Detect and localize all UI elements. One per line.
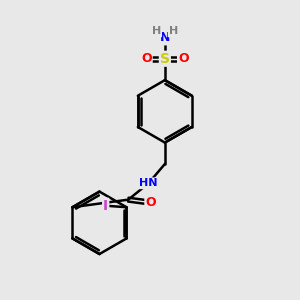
Text: O: O	[178, 52, 189, 65]
Text: N: N	[160, 32, 170, 44]
Text: I: I	[103, 199, 108, 213]
Text: H: H	[152, 26, 161, 36]
Text: S: S	[160, 52, 170, 66]
Text: HN: HN	[139, 178, 158, 188]
Text: O: O	[145, 196, 156, 209]
Text: O: O	[141, 52, 152, 65]
Text: H: H	[169, 26, 178, 36]
